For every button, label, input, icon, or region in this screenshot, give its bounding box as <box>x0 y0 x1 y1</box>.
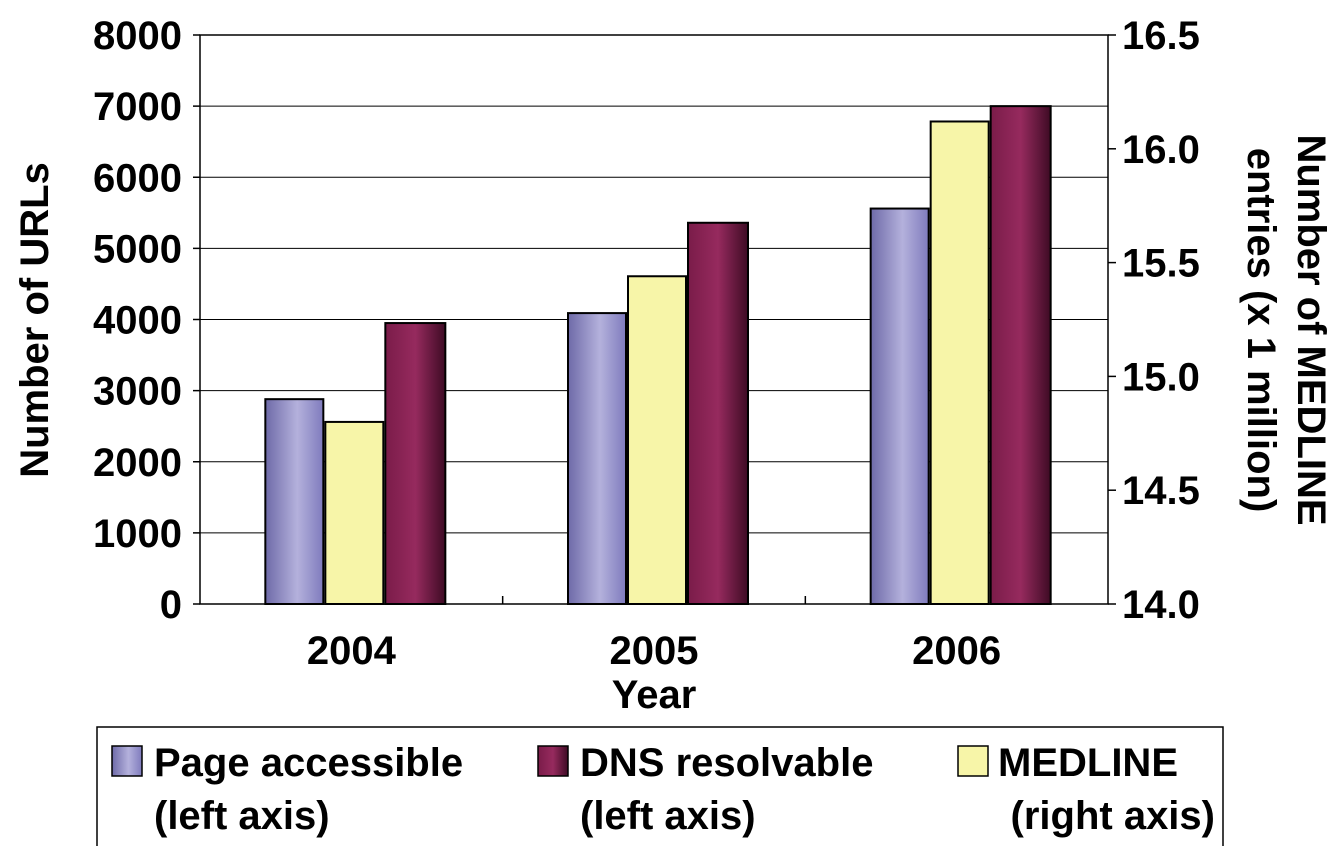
legend-sublabel-medline: (right axis) <box>1011 794 1215 838</box>
legend-border <box>96 726 1224 846</box>
left-axis-tick-label: 3000 <box>93 370 182 414</box>
right-axis-tick-label: 15.5 <box>1122 242 1200 286</box>
left-axis-title: Number of URLs <box>13 162 57 478</box>
right-axis-ticks: 14.0 14.5 15.0 15.5 16.0 16.5 <box>1108 14 1200 627</box>
right-axis-tick-label: 14.5 <box>1122 469 1200 513</box>
bar-page-2005 <box>567 312 627 605</box>
legend-label-page-accessible: Page accessible <box>154 741 463 785</box>
bar-dns-2006 <box>989 105 1052 605</box>
legend-entry-page-accessible: Page accessible (left axis) <box>111 741 463 838</box>
bar-page-2004 <box>264 398 325 605</box>
right-axis-tick-label: 14.0 <box>1122 583 1200 627</box>
left-axis-tick-label: 2000 <box>93 441 182 485</box>
legend-label-medline: MEDLINE <box>998 741 1178 785</box>
left-axis-tick-label: 7000 <box>93 85 182 129</box>
left-axis-tick-label: 1000 <box>93 512 182 556</box>
legend-entry-dns-resolvable: DNS resolvable (left axis) <box>537 741 873 838</box>
left-axis-tick-label: 0 <box>160 583 182 627</box>
right-axis-tick-label: 16.5 <box>1122 14 1200 58</box>
left-axis-tick-label: 6000 <box>93 156 182 200</box>
legend-swatch-page-accessible <box>111 745 143 777</box>
left-axis-tick-label: 4000 <box>93 299 182 343</box>
x-axis-ticks: 2004 2005 2006 <box>307 596 1001 673</box>
legend-swatch-dns-resolvable <box>537 745 569 777</box>
bar-medline-2006 <box>929 120 990 605</box>
x-axis-title: Year <box>612 673 697 717</box>
legend-entry-medline: MEDLINE (right axis) <box>957 741 1215 838</box>
left-axis-tick-label: 5000 <box>93 227 182 271</box>
bar-medline-2005 <box>627 275 687 605</box>
right-axis-title: Number of MEDLINE entries (x 1 million) <box>1239 134 1333 525</box>
bar-medline-2004 <box>324 420 385 606</box>
x-axis-tick-label: 2006 <box>912 629 1001 673</box>
right-axis-tick-label: 15.0 <box>1122 355 1200 399</box>
legend-sublabel-page-accessible: (left axis) <box>154 794 330 838</box>
legend-label-dns-resolvable: DNS resolvable <box>580 741 873 785</box>
bar-page-2006 <box>869 207 930 605</box>
right-axis-title-line-2: entries (x 1 million) <box>1239 148 1283 513</box>
left-axis-tick-label: 8000 <box>93 14 182 58</box>
x-axis-tick-label: 2004 <box>307 629 397 673</box>
legend-sublabel-dns-resolvable: (left axis) <box>580 794 756 838</box>
legend-swatch-medline <box>957 745 989 777</box>
bars <box>264 105 1052 606</box>
left-axis-ticks: 0 1000 2000 3000 4000 5000 6000 7000 8000 <box>93 14 200 627</box>
right-axis-tick-label: 16.0 <box>1122 128 1200 172</box>
x-axis-tick-label: 2005 <box>610 629 699 673</box>
bar-dns-2004 <box>384 322 447 605</box>
legend: Page accessible (left axis) DNS resolvab… <box>96 726 1224 846</box>
bar-dns-2005 <box>687 221 749 606</box>
right-axis-title-line-1: Number of MEDLINE <box>1289 134 1333 525</box>
